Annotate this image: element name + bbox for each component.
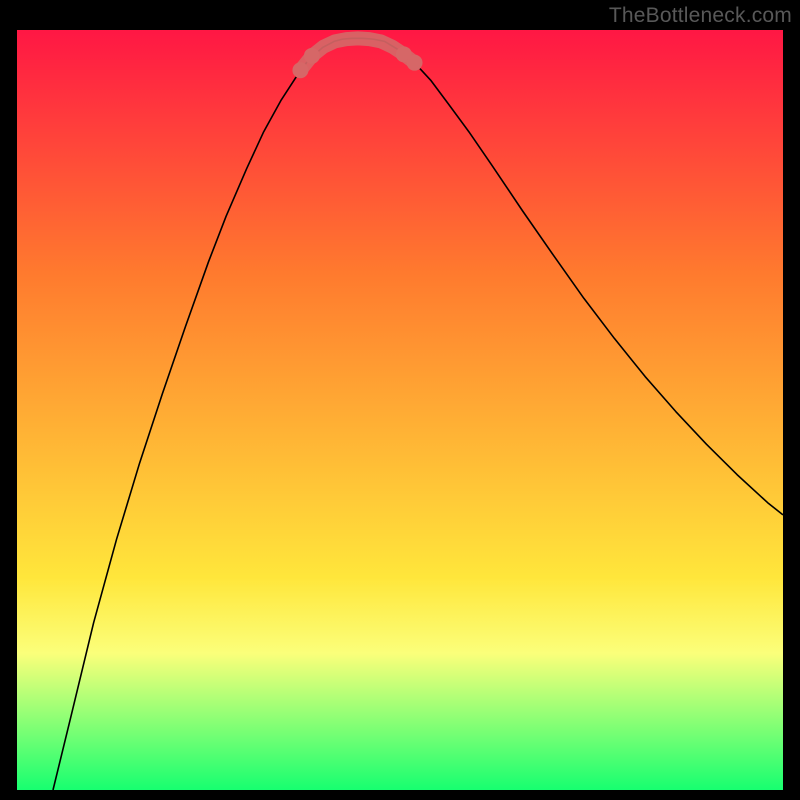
chart-container: TheBottleneck.com [0, 0, 800, 800]
watermark-text: TheBottleneck.com [609, 4, 792, 28]
chart-svg [17, 30, 783, 790]
plot-area [17, 30, 783, 790]
